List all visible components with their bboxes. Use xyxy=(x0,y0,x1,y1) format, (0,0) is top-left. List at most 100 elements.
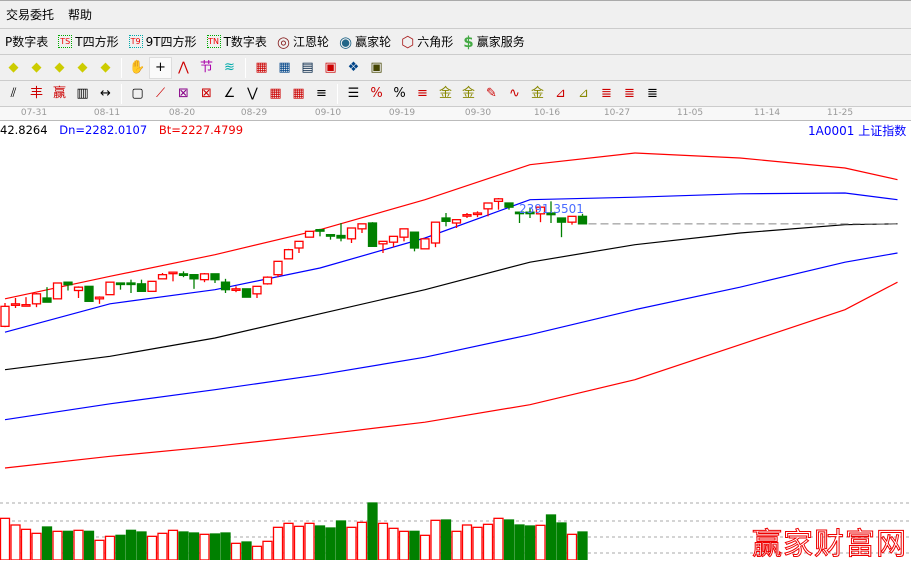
candle-body xyxy=(577,215,588,225)
fib-line-icon[interactable]: ≣ xyxy=(601,86,612,101)
candle-body xyxy=(493,198,504,202)
candle-body xyxy=(535,206,546,215)
cycle-line-icon[interactable]: 丰 xyxy=(29,86,43,101)
band-line-lower-outer xyxy=(4,281,898,469)
separator xyxy=(245,57,246,78)
crosshair-icon[interactable]: + xyxy=(149,56,172,79)
calendar-icon[interactable]: ▦ xyxy=(255,60,268,75)
percent-line-icon[interactable]: % xyxy=(370,86,383,101)
volume-bar xyxy=(209,533,221,560)
expand-all-icon[interactable]: ◆ xyxy=(77,60,88,75)
grid2-icon[interactable]: ▦ xyxy=(292,86,305,101)
candle-body xyxy=(189,274,199,280)
volume-bar xyxy=(430,519,441,560)
volume-bar xyxy=(409,530,420,560)
zigzag-icon[interactable]: ⋁ xyxy=(247,86,258,101)
parallel-lines-icon[interactable]: ≡ xyxy=(316,86,327,101)
save-icon[interactable]: ▣ xyxy=(324,60,337,75)
compress-horizontal-icon[interactable]: ◆ xyxy=(54,60,65,75)
candle-body xyxy=(136,283,147,292)
calculator-icon[interactable]: ▦ xyxy=(278,60,291,75)
volume-bar xyxy=(304,522,315,560)
volume-bar xyxy=(251,545,263,560)
candle-body xyxy=(115,282,126,286)
volume-bar xyxy=(230,542,242,560)
notebook-icon[interactable]: ▤ xyxy=(301,60,314,75)
winner-service-button[interactable]: $ 赢家服务 xyxy=(463,32,525,51)
gann-fan-icon[interactable]: ⊠ xyxy=(201,86,212,101)
volume-bar xyxy=(398,530,410,560)
candle-body xyxy=(273,260,283,276)
watermark-logo: 赢家财富网 xyxy=(752,527,907,563)
t9-icon: T9 xyxy=(128,35,143,48)
fan-icon[interactable]: ⟋ xyxy=(155,86,166,101)
volume-bar xyxy=(167,529,179,560)
sine-icon[interactable]: ∿ xyxy=(509,86,520,101)
candle-body xyxy=(294,240,304,249)
date-axis: 07-31 08-11 08-20 08-29 09-10 09-19 09-3… xyxy=(0,107,911,121)
fib-time-icon[interactable]: ≣ xyxy=(624,86,635,101)
line-point-icon[interactable]: ⋀ xyxy=(178,60,189,75)
trend-line-icon[interactable]: ⊿ xyxy=(555,86,566,101)
level-icon[interactable]: ☰ xyxy=(347,86,360,101)
volume-bar xyxy=(388,527,399,560)
date-tick: 08-29 xyxy=(240,108,268,118)
volume-bar xyxy=(472,526,483,560)
percent-icon[interactable]: % xyxy=(393,86,406,101)
festival-icon[interactable]: 节 xyxy=(199,60,213,75)
candle-body xyxy=(210,273,220,281)
expand-horizontal-icon[interactable]: ◆ xyxy=(31,60,42,75)
volume-bar xyxy=(83,530,95,560)
candle-body xyxy=(451,219,462,224)
gann-box-icon[interactable]: ⊠ xyxy=(178,86,189,101)
move-right-icon[interactable]: ◆ xyxy=(8,60,19,75)
hexagon-button[interactable]: ⬡ 六角形 xyxy=(401,32,454,51)
9t-square-button[interactable]: T9 9T四方形 xyxy=(128,35,197,49)
move-all-icon[interactable]: ◆ xyxy=(100,60,111,75)
t-number-table-button[interactable]: TN T数字表 xyxy=(206,35,267,49)
angle-line-icon[interactable]: ∠ xyxy=(223,86,236,101)
gold-line-icon[interactable]: 金 xyxy=(461,86,475,101)
date-tick: 11-25 xyxy=(826,108,854,118)
dn-readout: Dn=2282.0107 xyxy=(59,123,148,137)
pencil-icon[interactable]: ✎ xyxy=(486,86,497,101)
ruler-icon[interactable]: ▥ xyxy=(76,86,89,101)
winner-wheel-button[interactable]: ◉ 赢家轮 xyxy=(339,32,392,51)
candle-body xyxy=(126,282,136,286)
separator xyxy=(121,57,122,78)
gold-circle-icon[interactable]: 金 xyxy=(438,86,452,101)
value-readout: 42.8264 xyxy=(0,123,48,137)
fib-fan-icon[interactable]: ⊿ xyxy=(578,86,589,101)
network-icon[interactable]: ❖ xyxy=(347,60,360,75)
menu-help[interactable]: 帮助 xyxy=(68,8,93,22)
percent-level-icon[interactable]: ≡ xyxy=(417,86,428,101)
volume-bar xyxy=(241,541,252,560)
cycle-icon[interactable]: ≋ xyxy=(224,60,235,75)
volume-bar xyxy=(524,525,536,560)
p-number-table-button[interactable]: P数字表 xyxy=(5,35,49,49)
hand-icon[interactable]: ✋ xyxy=(129,60,146,75)
volume-bar xyxy=(73,529,84,560)
volume-bar xyxy=(199,533,210,560)
measure-icon[interactable]: ↔ xyxy=(100,86,111,101)
winner-line-icon[interactable]: 赢 xyxy=(52,86,66,101)
t-square-button[interactable]: TS T四方形 xyxy=(58,33,119,50)
volume-bar xyxy=(104,535,116,560)
volume-bar xyxy=(440,519,452,560)
candle-body xyxy=(220,281,231,291)
gann-wheel-button[interactable]: ◎ 江恩轮 xyxy=(276,32,330,51)
grid-icon[interactable]: ▦ xyxy=(269,86,282,101)
gold-section-icon[interactable]: 金 xyxy=(530,86,544,101)
printer-icon[interactable]: ▣ xyxy=(370,60,383,75)
volume-bar xyxy=(0,517,11,560)
vertical-line-icon[interactable]: ⫽ xyxy=(10,86,17,101)
box-icon[interactable]: ▢ xyxy=(131,86,144,101)
channel-icon[interactable]: ≣ xyxy=(647,86,658,101)
candle-body xyxy=(105,281,115,296)
volume-bar xyxy=(262,540,273,560)
volume-bar xyxy=(346,526,357,560)
candle-body xyxy=(367,222,378,247)
menu-trade[interactable]: 交易委托 xyxy=(6,8,55,22)
candle-body xyxy=(21,304,31,307)
